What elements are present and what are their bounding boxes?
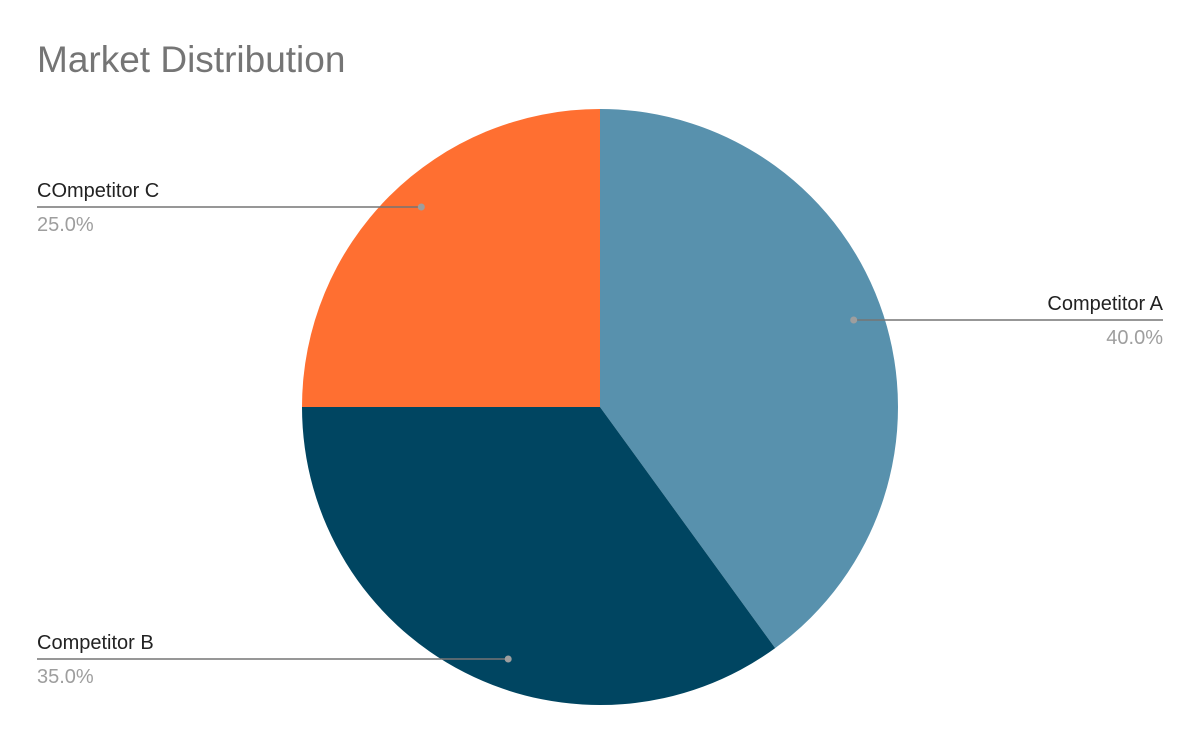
slice-percent-competitor-b: 35.0%: [37, 666, 94, 688]
pie-slice-competitor-b[interactable]: [302, 407, 776, 705]
pie-callout-labels: Competitor A 40.0% Competitor B 35.0% COmpet…: [37, 180, 1164, 688]
chart-title: Market Distribution: [37, 39, 346, 80]
slice-percent-competitor-c: 25.0%: [37, 214, 94, 236]
callout-dot-competitor-c: [417, 203, 425, 211]
slice-label-competitor-c: COmpetitor C: [37, 180, 159, 202]
slice-label-competitor-b: Competitor B: [37, 632, 154, 654]
pie-slice-competitor-c[interactable]: [302, 109, 600, 407]
callout-dot-competitor-a: [850, 316, 858, 324]
slice-label-competitor-a: Competitor A: [1047, 293, 1163, 315]
callout-dot-competitor-b: [504, 655, 512, 663]
slice-percent-competitor-a: 40.0%: [1106, 327, 1163, 349]
pie-slices: [302, 109, 898, 705]
pie-slice-competitor-a[interactable]: [600, 109, 898, 649]
